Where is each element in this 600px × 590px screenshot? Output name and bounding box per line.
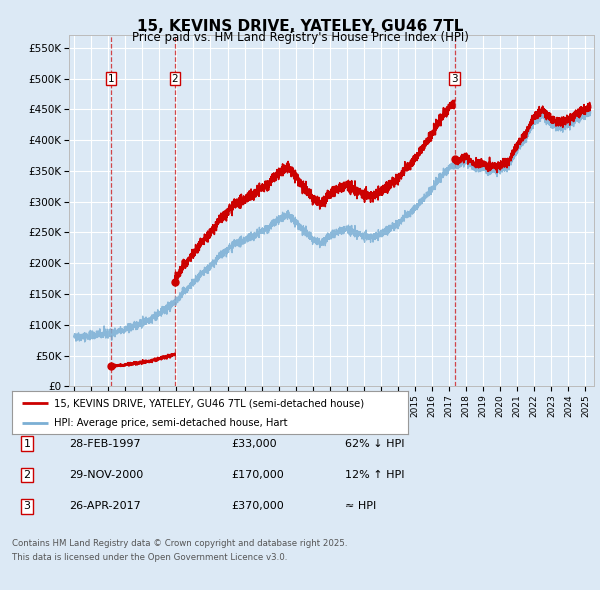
Text: HPI: Average price, semi-detached house, Hart: HPI: Average price, semi-detached house,… — [53, 418, 287, 428]
Text: Contains HM Land Registry data © Crown copyright and database right 2025.: Contains HM Land Registry data © Crown c… — [12, 539, 347, 548]
Text: 12% ↑ HPI: 12% ↑ HPI — [345, 470, 404, 480]
Text: 1: 1 — [23, 439, 31, 448]
Text: £170,000: £170,000 — [231, 470, 284, 480]
Text: 28-FEB-1997: 28-FEB-1997 — [69, 439, 140, 448]
Point — [450, 154, 460, 163]
Text: 62% ↓ HPI: 62% ↓ HPI — [345, 439, 404, 448]
Text: £33,000: £33,000 — [231, 439, 277, 448]
Text: 29-NOV-2000: 29-NOV-2000 — [69, 470, 143, 480]
Text: 3: 3 — [23, 502, 31, 511]
Text: 26-APR-2017: 26-APR-2017 — [69, 502, 141, 511]
Text: 2: 2 — [23, 470, 31, 480]
Text: 3: 3 — [451, 74, 458, 84]
Text: 15, KEVINS DRIVE, YATELEY, GU46 7TL (semi-detached house): 15, KEVINS DRIVE, YATELEY, GU46 7TL (sem… — [53, 398, 364, 408]
Text: ≈ HPI: ≈ HPI — [345, 502, 376, 511]
Point — [106, 362, 116, 371]
Point — [170, 277, 180, 287]
Text: 15, KEVINS DRIVE, YATELEY, GU46 7TL: 15, KEVINS DRIVE, YATELEY, GU46 7TL — [137, 19, 463, 34]
Text: £370,000: £370,000 — [231, 502, 284, 511]
Text: 1: 1 — [107, 74, 114, 84]
Text: Price paid vs. HM Land Registry's House Price Index (HPI): Price paid vs. HM Land Registry's House … — [131, 31, 469, 44]
Text: 2: 2 — [172, 74, 178, 84]
Text: This data is licensed under the Open Government Licence v3.0.: This data is licensed under the Open Gov… — [12, 553, 287, 562]
